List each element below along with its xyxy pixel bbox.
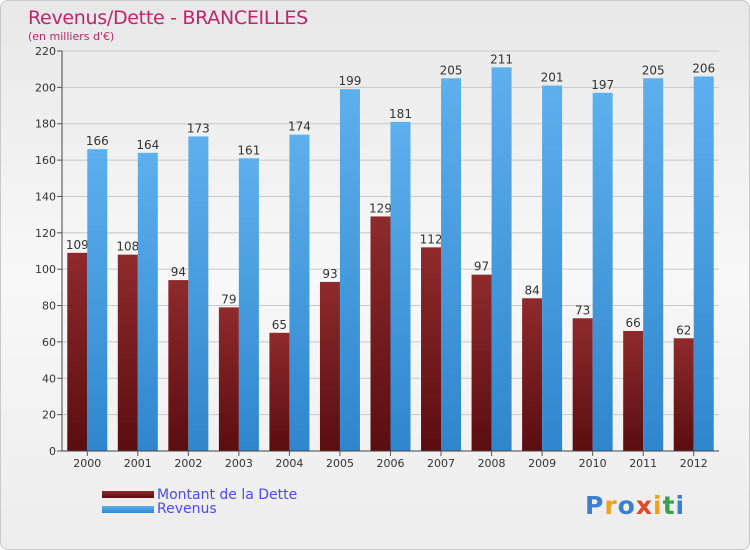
bar-debt <box>572 318 593 451</box>
bar-revenue <box>592 92 613 452</box>
y-tick-label: 160 <box>35 154 56 167</box>
logo-letter: t <box>662 491 676 520</box>
y-tick-label: 200 <box>35 81 56 94</box>
bar-revenue <box>188 136 209 452</box>
y-tick-label: 60 <box>42 336 56 349</box>
x-tick-label: 2002 <box>174 457 202 470</box>
logo-letter: r <box>604 491 618 520</box>
bar-debt <box>269 332 290 451</box>
data-label-debt: 129 <box>369 201 392 215</box>
logo-letter: x <box>635 491 653 520</box>
y-tick-label: 80 <box>42 300 56 313</box>
data-label-revenue: 206 <box>692 61 715 75</box>
data-label-debt: 94 <box>171 265 186 279</box>
data-label-revenue: 161 <box>237 143 260 157</box>
x-tick-label: 2008 <box>478 457 506 470</box>
x-tick-label: 2004 <box>275 457 303 470</box>
chart-title: Revenus/Dette - BRANCEILLES <box>28 7 308 29</box>
data-label-debt: 79 <box>221 292 236 306</box>
x-tick-label: 2001 <box>124 457 152 470</box>
bar-debt <box>522 298 543 451</box>
data-label-debt: 108 <box>116 240 139 254</box>
x-tick-label: 2006 <box>377 457 405 470</box>
bar-revenue <box>542 85 563 451</box>
chart-subtitle: (en milliers d'€) <box>28 30 115 43</box>
data-label-debt: 93 <box>322 267 337 281</box>
y-tick-label: 120 <box>35 227 56 240</box>
data-label-debt: 84 <box>524 283 539 297</box>
logo-letter: i <box>675 491 686 520</box>
data-label-debt: 97 <box>474 260 489 274</box>
legend-swatch-revenue <box>102 506 154 513</box>
bar-revenue <box>491 67 512 451</box>
data-label-revenue: 197 <box>591 78 614 92</box>
x-tick-label: 2011 <box>629 457 657 470</box>
legend-label-revenue: Revenus <box>157 501 217 517</box>
logo-letter: P <box>585 491 605 520</box>
logo-letter: o <box>617 491 636 520</box>
data-label-revenue: 201 <box>541 71 564 85</box>
data-label-revenue: 174 <box>288 120 311 134</box>
bar-debt <box>117 254 138 451</box>
bar-debt <box>67 252 88 451</box>
x-tick-label: 2000 <box>73 457 101 470</box>
bar-debt <box>218 307 239 451</box>
data-label-debt: 109 <box>66 238 89 252</box>
bar-revenue <box>390 121 411 451</box>
data-label-debt: 62 <box>676 323 691 337</box>
bar-debt <box>421 247 442 451</box>
bar-revenue <box>238 158 259 452</box>
x-tick-label: 2010 <box>579 457 607 470</box>
bar-debt <box>319 281 340 451</box>
y-tick-label: 20 <box>42 409 56 422</box>
y-tick-label: 100 <box>35 263 56 276</box>
proxiti-logo: Proxiti <box>585 491 685 520</box>
data-label-debt: 65 <box>272 318 287 332</box>
bar-debt <box>370 216 391 451</box>
bar-revenue <box>643 78 664 451</box>
x-tick-label: 2007 <box>427 457 455 470</box>
data-label-revenue: 205 <box>440 63 463 77</box>
data-label-revenue: 166 <box>86 134 109 148</box>
data-label-revenue: 205 <box>642 63 665 77</box>
x-tick-label: 2012 <box>680 457 708 470</box>
data-label-debt: 66 <box>626 316 641 330</box>
bar-debt <box>673 338 694 451</box>
bar-revenue <box>87 149 108 451</box>
data-label-revenue: 199 <box>339 74 362 88</box>
y-tick-label: 180 <box>35 118 56 131</box>
bar-revenue <box>339 89 360 451</box>
bar-debt <box>623 331 644 451</box>
bar-revenue <box>137 152 158 451</box>
data-label-revenue: 211 <box>490 52 513 66</box>
y-tick-label: 40 <box>42 372 56 385</box>
logo-letter: i <box>653 491 663 520</box>
data-label-debt: 73 <box>575 303 590 317</box>
x-tick-label: 2009 <box>528 457 556 470</box>
y-tick-label: 220 <box>35 45 56 58</box>
x-tick-label: 2003 <box>225 457 253 470</box>
x-tick-label: 2005 <box>326 457 354 470</box>
y-tick-label: 140 <box>35 190 56 203</box>
data-label-revenue: 164 <box>136 138 159 152</box>
bar-revenue <box>441 78 462 451</box>
y-tick-label: 0 <box>49 445 56 458</box>
bar-revenue <box>693 76 714 452</box>
data-label-revenue: 173 <box>187 121 210 135</box>
bar-debt <box>168 280 189 451</box>
legend-label-debt: Montant de la Dette <box>157 487 298 503</box>
legend-swatch-debt <box>102 491 154 498</box>
data-label-revenue: 181 <box>389 107 412 121</box>
data-label-debt: 112 <box>420 232 443 246</box>
bar-debt <box>471 274 492 451</box>
bar-revenue <box>289 134 310 452</box>
